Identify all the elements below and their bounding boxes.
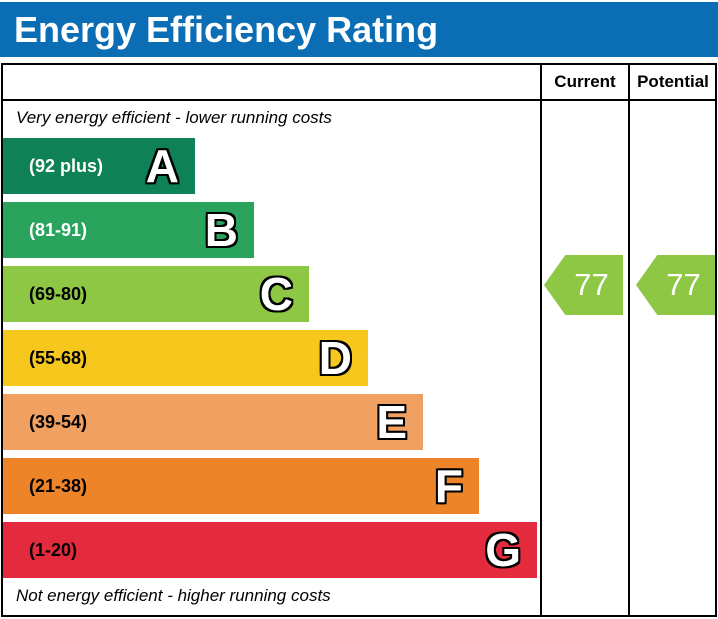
- band-row-c: (69-80) C: [3, 266, 309, 322]
- band-row-f: (21-38) F: [3, 458, 479, 514]
- band-letter: B: [204, 204, 238, 256]
- band-bar-f: (21-38) F: [3, 458, 479, 514]
- potential-column-divider: [628, 63, 630, 617]
- band-range-label: (39-54): [29, 411, 88, 432]
- band-bar-c: (69-80) C: [3, 266, 309, 322]
- band-letter: A: [145, 140, 179, 192]
- band-bar-g: (1-20) G: [3, 522, 537, 578]
- band-letter: G: [485, 524, 521, 576]
- band-letter: F: [434, 460, 463, 512]
- band-bar-a: (92 plus) A: [3, 138, 195, 194]
- band-row-g: (1-20) G: [3, 522, 537, 578]
- top-note: Very energy efficient - lower running co…: [16, 108, 332, 127]
- band-row-b: (81-91) B: [3, 202, 254, 258]
- title-bar: Energy Efficiency Rating: [0, 2, 718, 57]
- band-bar-d: (55-68) D: [3, 330, 368, 386]
- band-row-d: (55-68) D: [3, 330, 368, 386]
- band-range-label: (69-80): [29, 283, 88, 304]
- band-bar-e: (39-54) E: [3, 394, 423, 450]
- potential-rating-value: 77: [666, 267, 701, 302]
- header-divider-line: [1, 99, 717, 101]
- band-range-label: (55-68): [29, 347, 88, 368]
- band-range-label: (81-91): [29, 219, 88, 240]
- current-column-header: Current: [554, 72, 616, 91]
- band-letter: D: [318, 332, 352, 384]
- band-range-label: (21-38): [29, 475, 88, 496]
- current-column-divider: [540, 63, 542, 617]
- band-bar-b: (81-91) B: [3, 202, 254, 258]
- band-row-e: (39-54) E: [3, 394, 423, 450]
- current-rating-value: 77: [574, 267, 609, 302]
- potential-column-header: Potential: [637, 72, 709, 91]
- band-row-a: (92 plus) A: [3, 138, 195, 194]
- bottom-note: Not energy efficient - higher running co…: [16, 586, 331, 605]
- band-range-label: (92 plus): [29, 155, 104, 176]
- page-title: Energy Efficiency Rating: [14, 9, 439, 50]
- band-range-label: (1-20): [29, 539, 78, 560]
- band-letter: E: [376, 396, 407, 448]
- band-letter: C: [259, 268, 293, 320]
